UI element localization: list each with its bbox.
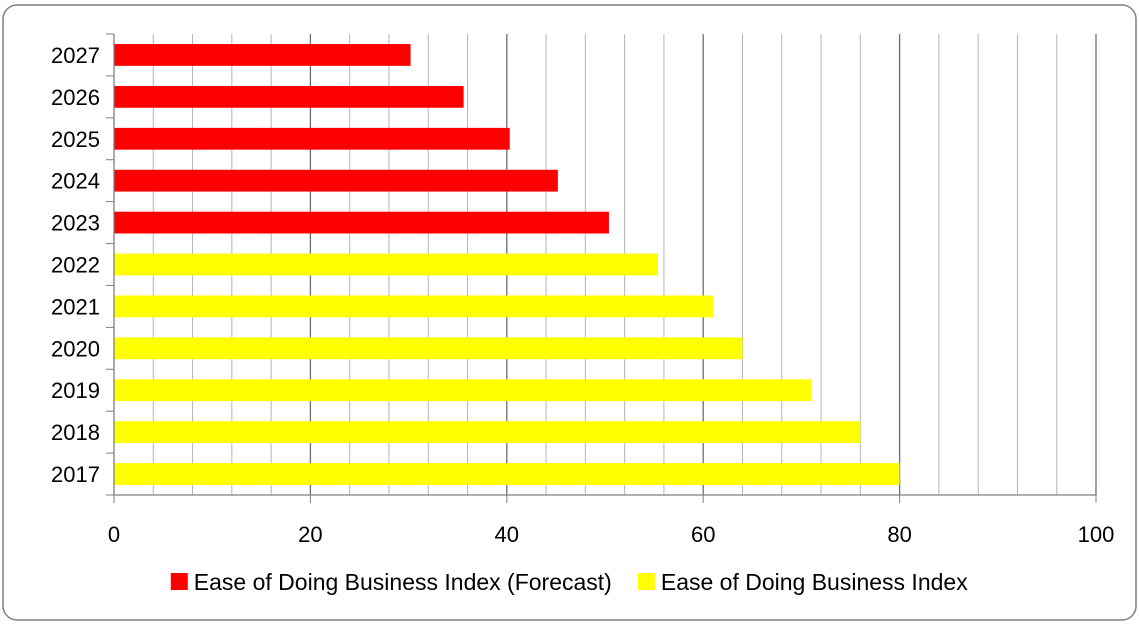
legend-label: Ease of Doing Business Index (Forecast)	[194, 569, 612, 595]
legend: Ease of Doing Business Index (Forecast) E…	[170, 569, 968, 595]
bar-2025	[114, 127, 510, 150]
bar-2026	[114, 85, 464, 108]
x-tick-label: 60	[691, 522, 715, 547]
x-tick-label: 0	[108, 522, 120, 547]
y-tick-label: 2017	[51, 462, 100, 487]
tick-labels: 2017 2018 2019 2020 2021 2022 2023 2024 2025 2026…	[51, 43, 1114, 547]
bar-2021	[114, 295, 714, 318]
bar-2024	[114, 169, 558, 192]
y-tick-label: 2018	[51, 420, 100, 445]
y-tick-label: 2023	[51, 211, 100, 236]
y-tick-label: 2024	[51, 169, 100, 194]
bar-2017	[114, 463, 900, 485]
legend-label: Ease of Doing Business Index	[661, 569, 968, 595]
x-tick-label: 40	[495, 522, 519, 547]
bars	[114, 44, 900, 485]
axes	[106, 33, 1097, 503]
y-tick-label: 2021	[51, 294, 100, 319]
bar-2019	[114, 379, 812, 402]
y-tick-label: 2022	[51, 253, 100, 278]
legend-item: Ease of Doing Business Index	[637, 569, 968, 595]
x-tick-label: 100	[1078, 522, 1115, 547]
bar-2018	[114, 421, 861, 444]
legend-swatch	[637, 573, 655, 590]
legend-item: Ease of Doing Business Index (Forecast)	[170, 569, 612, 595]
bar-2023	[114, 211, 609, 234]
y-tick-label: 2019	[51, 378, 100, 403]
y-tick-label: 2020	[51, 336, 100, 361]
bar-2027	[114, 44, 411, 66]
legend-swatch	[170, 573, 188, 590]
x-tick-label: 80	[887, 522, 911, 547]
x-tick-label: 20	[298, 522, 322, 547]
y-tick-label: 2025	[51, 127, 100, 152]
y-tick-label: 2026	[51, 85, 100, 110]
bar-2020	[114, 337, 743, 360]
y-tick-label: 2027	[51, 43, 100, 68]
bar-2022	[114, 253, 659, 276]
